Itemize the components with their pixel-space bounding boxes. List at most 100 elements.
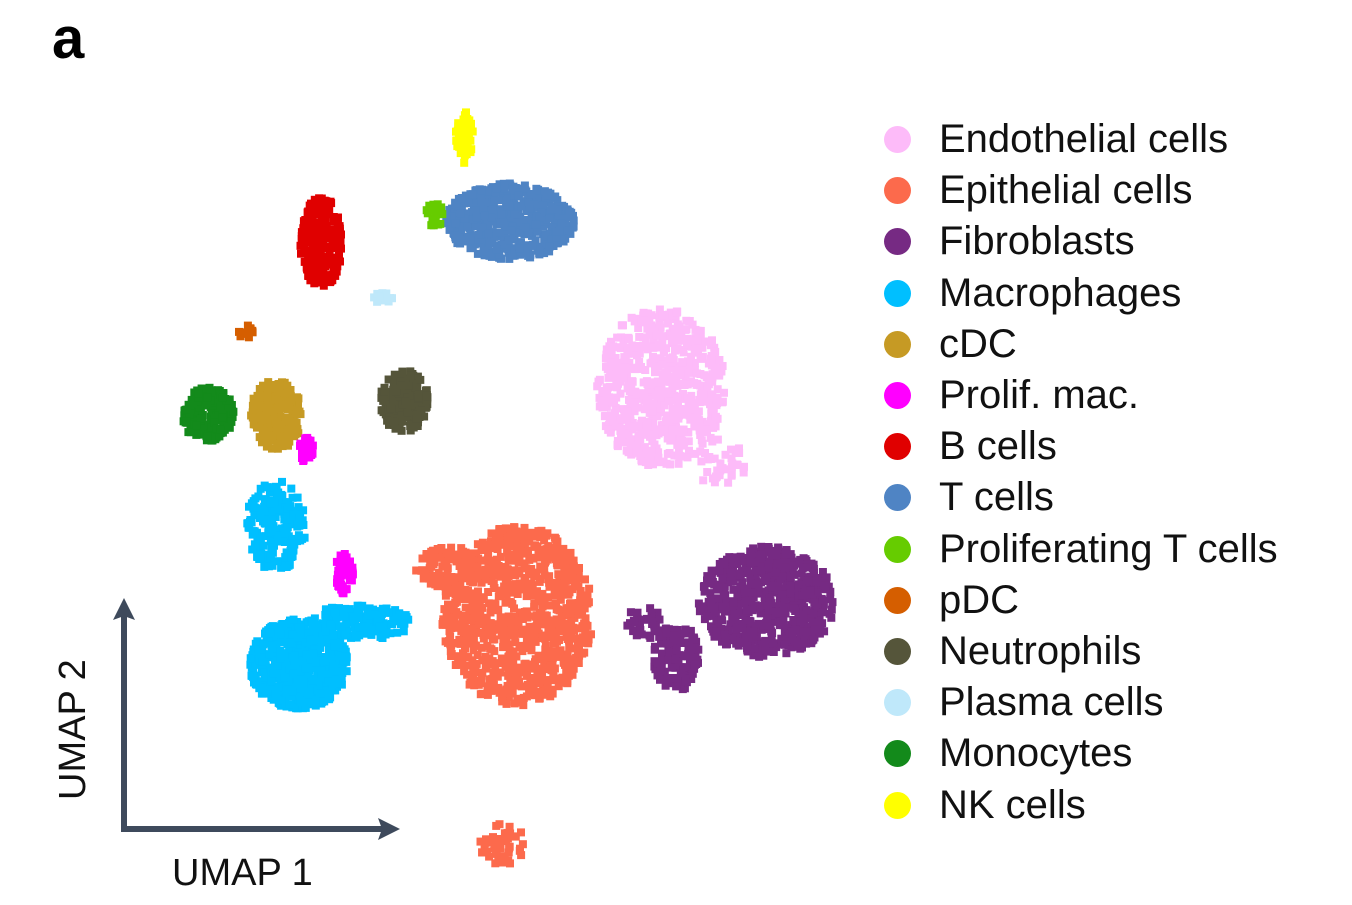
point-0-415 — [619, 339, 628, 347]
point-0-200 — [666, 416, 675, 424]
point-2-623 — [721, 591, 730, 600]
point-1-28 — [500, 854, 509, 862]
point-7-421 — [504, 236, 513, 245]
point-4-210 — [280, 389, 289, 398]
point-3-516 — [301, 638, 310, 647]
point-3-208 — [256, 554, 265, 563]
point-1-821 — [515, 579, 524, 588]
point-3-578 — [316, 689, 325, 698]
point-6-178 — [323, 209, 332, 218]
point-0-598 — [613, 440, 622, 449]
point-3-574 — [285, 700, 294, 709]
point-1-780 — [564, 621, 573, 630]
point-1-488 — [509, 647, 518, 656]
point-0-560 — [673, 393, 682, 402]
point-1-74 — [443, 579, 452, 588]
point-2-591 — [767, 551, 776, 560]
point-5-37 — [348, 567, 357, 576]
point-3-547 — [261, 629, 270, 638]
point-0-493 — [616, 389, 625, 398]
point-1-623 — [532, 532, 541, 541]
point-2-489 — [730, 607, 739, 615]
point-1-875 — [541, 554, 550, 563]
point-0-322 — [636, 452, 645, 460]
point-4-217 — [255, 414, 264, 422]
point-3-581 — [280, 651, 289, 660]
point-2-241 — [775, 596, 784, 605]
point-2-607 — [809, 618, 818, 627]
point-7-465 — [521, 223, 530, 232]
point-0-593 — [711, 347, 720, 356]
point-2-514 — [731, 553, 740, 562]
point-1-732 — [478, 595, 487, 603]
point-3-82 — [299, 506, 308, 515]
point-1-827 — [580, 592, 589, 601]
point-1-887 — [458, 657, 467, 666]
point-7-506 — [557, 221, 566, 230]
point-1-365 — [487, 544, 495, 553]
point-1-662 — [520, 539, 529, 548]
point-6-197 — [308, 239, 317, 248]
point-1-565 — [569, 562, 578, 571]
point-1-880 — [556, 652, 565, 661]
point-1-272 — [563, 650, 572, 659]
point-2-93 — [653, 659, 662, 668]
point-1-807 — [473, 594, 482, 603]
point-1-781 — [555, 636, 563, 644]
point-3-536 — [325, 670, 334, 679]
point-7-507 — [456, 236, 465, 244]
point-7-544 — [532, 220, 541, 229]
point-2-496 — [810, 568, 818, 577]
point-10-109 — [380, 383, 389, 392]
point-2-108 — [665, 648, 674, 657]
point-2-446 — [797, 569, 806, 578]
point-2-69 — [660, 667, 669, 676]
point-1-874 — [500, 616, 509, 625]
point-1-892 — [553, 560, 562, 569]
point-2-632 — [786, 589, 795, 598]
point-3-137 — [245, 502, 253, 511]
point-1-895 — [485, 624, 493, 633]
point-1-707 — [530, 542, 539, 551]
point-2-335 — [736, 557, 745, 565]
point-7-379 — [522, 216, 531, 224]
point-7-333 — [468, 242, 477, 251]
point-2-636 — [712, 627, 721, 636]
point-2-203 — [746, 577, 755, 585]
point-2-534 — [765, 557, 774, 566]
point-7-427 — [452, 200, 461, 209]
point-3-500 — [317, 666, 326, 675]
point-0-145 — [718, 362, 727, 370]
point-2-622 — [806, 586, 815, 595]
point-1-671 — [525, 688, 534, 697]
point-1-11 — [485, 852, 494, 861]
point-0-631 — [711, 412, 720, 421]
point-0-629 — [700, 371, 709, 380]
point-0-536 — [624, 335, 633, 344]
point-0-28 — [733, 447, 742, 456]
point-3-83 — [300, 533, 309, 542]
point-3-116 — [262, 557, 271, 565]
point-6-210 — [319, 264, 328, 273]
point-1-239 — [574, 649, 582, 658]
point-2-589 — [741, 629, 750, 638]
point-0-543 — [664, 430, 673, 439]
point-1-756 — [465, 680, 474, 689]
point-2-561 — [718, 574, 727, 583]
point-0-642 — [691, 449, 700, 458]
point-1-574 — [540, 662, 549, 671]
point-1-657 — [559, 544, 568, 553]
point-12-186 — [203, 393, 212, 402]
point-1-73 — [429, 546, 437, 555]
point-1-689 — [457, 627, 466, 636]
point-5-27 — [300, 452, 308, 461]
point-1-319 — [529, 630, 538, 639]
point-4-183 — [273, 443, 282, 452]
point-3-431 — [327, 684, 336, 693]
point-3-598 — [269, 669, 278, 678]
point-2-116 — [683, 651, 691, 660]
point-7-355 — [499, 214, 508, 223]
point-0-574 — [638, 389, 647, 398]
point-2-553 — [740, 586, 749, 595]
point-1-639 — [510, 631, 518, 640]
